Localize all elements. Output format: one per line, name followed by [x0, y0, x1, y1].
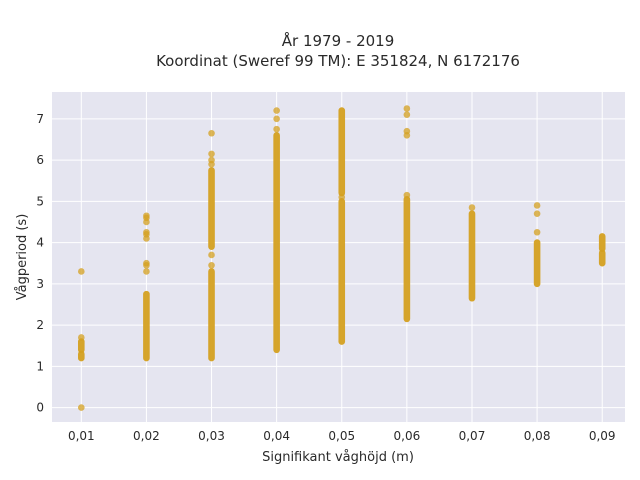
data-point [468, 204, 476, 211]
chart-title-line-2: Koordinat (Sweref 99 TM): E 351824, N 61… [156, 52, 520, 70]
x-tick-label: 0,06 [394, 429, 421, 443]
x-tick-label: 0,02 [133, 429, 160, 443]
data-point-band [338, 107, 346, 197]
data-point [403, 111, 411, 118]
x-tick-labels: 0,01 0,02 0,03 0,04 0,05 0,06 0,07 0,08 0,09 [68, 429, 616, 443]
data-point [143, 212, 150, 220]
data-point-band [273, 132, 280, 354]
data-point [208, 251, 215, 259]
data-point-band [598, 249, 606, 267]
x-tick-label: 0,08 [524, 429, 551, 443]
data-point [143, 228, 150, 236]
x-tick-label: 0,09 [589, 429, 616, 443]
data-point-band [598, 233, 606, 253]
data-point [143, 259, 150, 267]
data-point [338, 193, 346, 201]
y-tick-label: 5 [36, 194, 44, 208]
data-point-band [338, 198, 346, 345]
data-point [78, 334, 85, 341]
data-point-band [403, 195, 411, 323]
data-points [78, 105, 606, 411]
data-point [78, 404, 85, 411]
y-tick-label: 3 [36, 277, 44, 291]
data-point [143, 268, 150, 275]
data-point [533, 210, 541, 217]
y-tick-label: 6 [36, 153, 44, 167]
chart-title-line-1: År 1979 - 2019 [282, 31, 395, 50]
data-point [403, 127, 411, 135]
data-point-band [143, 290, 150, 362]
data-point [273, 115, 280, 123]
x-tick-label: 0,07 [459, 429, 486, 443]
data-point [208, 129, 215, 137]
data-point-band [533, 239, 541, 288]
data-point [533, 202, 541, 209]
data-point [403, 191, 411, 199]
data-point [403, 105, 411, 112]
data-point [273, 125, 280, 133]
data-point [208, 261, 215, 269]
data-point [208, 150, 215, 158]
data-point-band [208, 167, 215, 250]
data-point [78, 268, 85, 275]
x-axis-title: Signifikant våghöjd (m) [262, 450, 414, 465]
y-tick-label: 4 [36, 236, 44, 250]
y-tick-label: 1 [36, 359, 44, 373]
x-tick-label: 0,01 [68, 429, 95, 443]
x-tick-label: 0,05 [328, 429, 355, 443]
data-point-band [78, 338, 85, 354]
y-axis-title: Vågperiod (s) [15, 214, 30, 301]
data-point [533, 228, 541, 236]
data-point-band [208, 268, 215, 362]
x-tick-label: 0,04 [263, 429, 290, 443]
y-tick-label: 2 [36, 318, 44, 332]
x-tick-label: 0,03 [198, 429, 225, 443]
data-point-band [78, 350, 85, 362]
y-tick-labels: 0 1 2 3 4 5 6 7 [36, 112, 44, 415]
y-tick-label: 7 [36, 112, 44, 126]
data-point-band [468, 210, 476, 302]
data-point [273, 107, 280, 114]
data-point [208, 156, 215, 164]
y-tick-label: 0 [36, 401, 44, 415]
